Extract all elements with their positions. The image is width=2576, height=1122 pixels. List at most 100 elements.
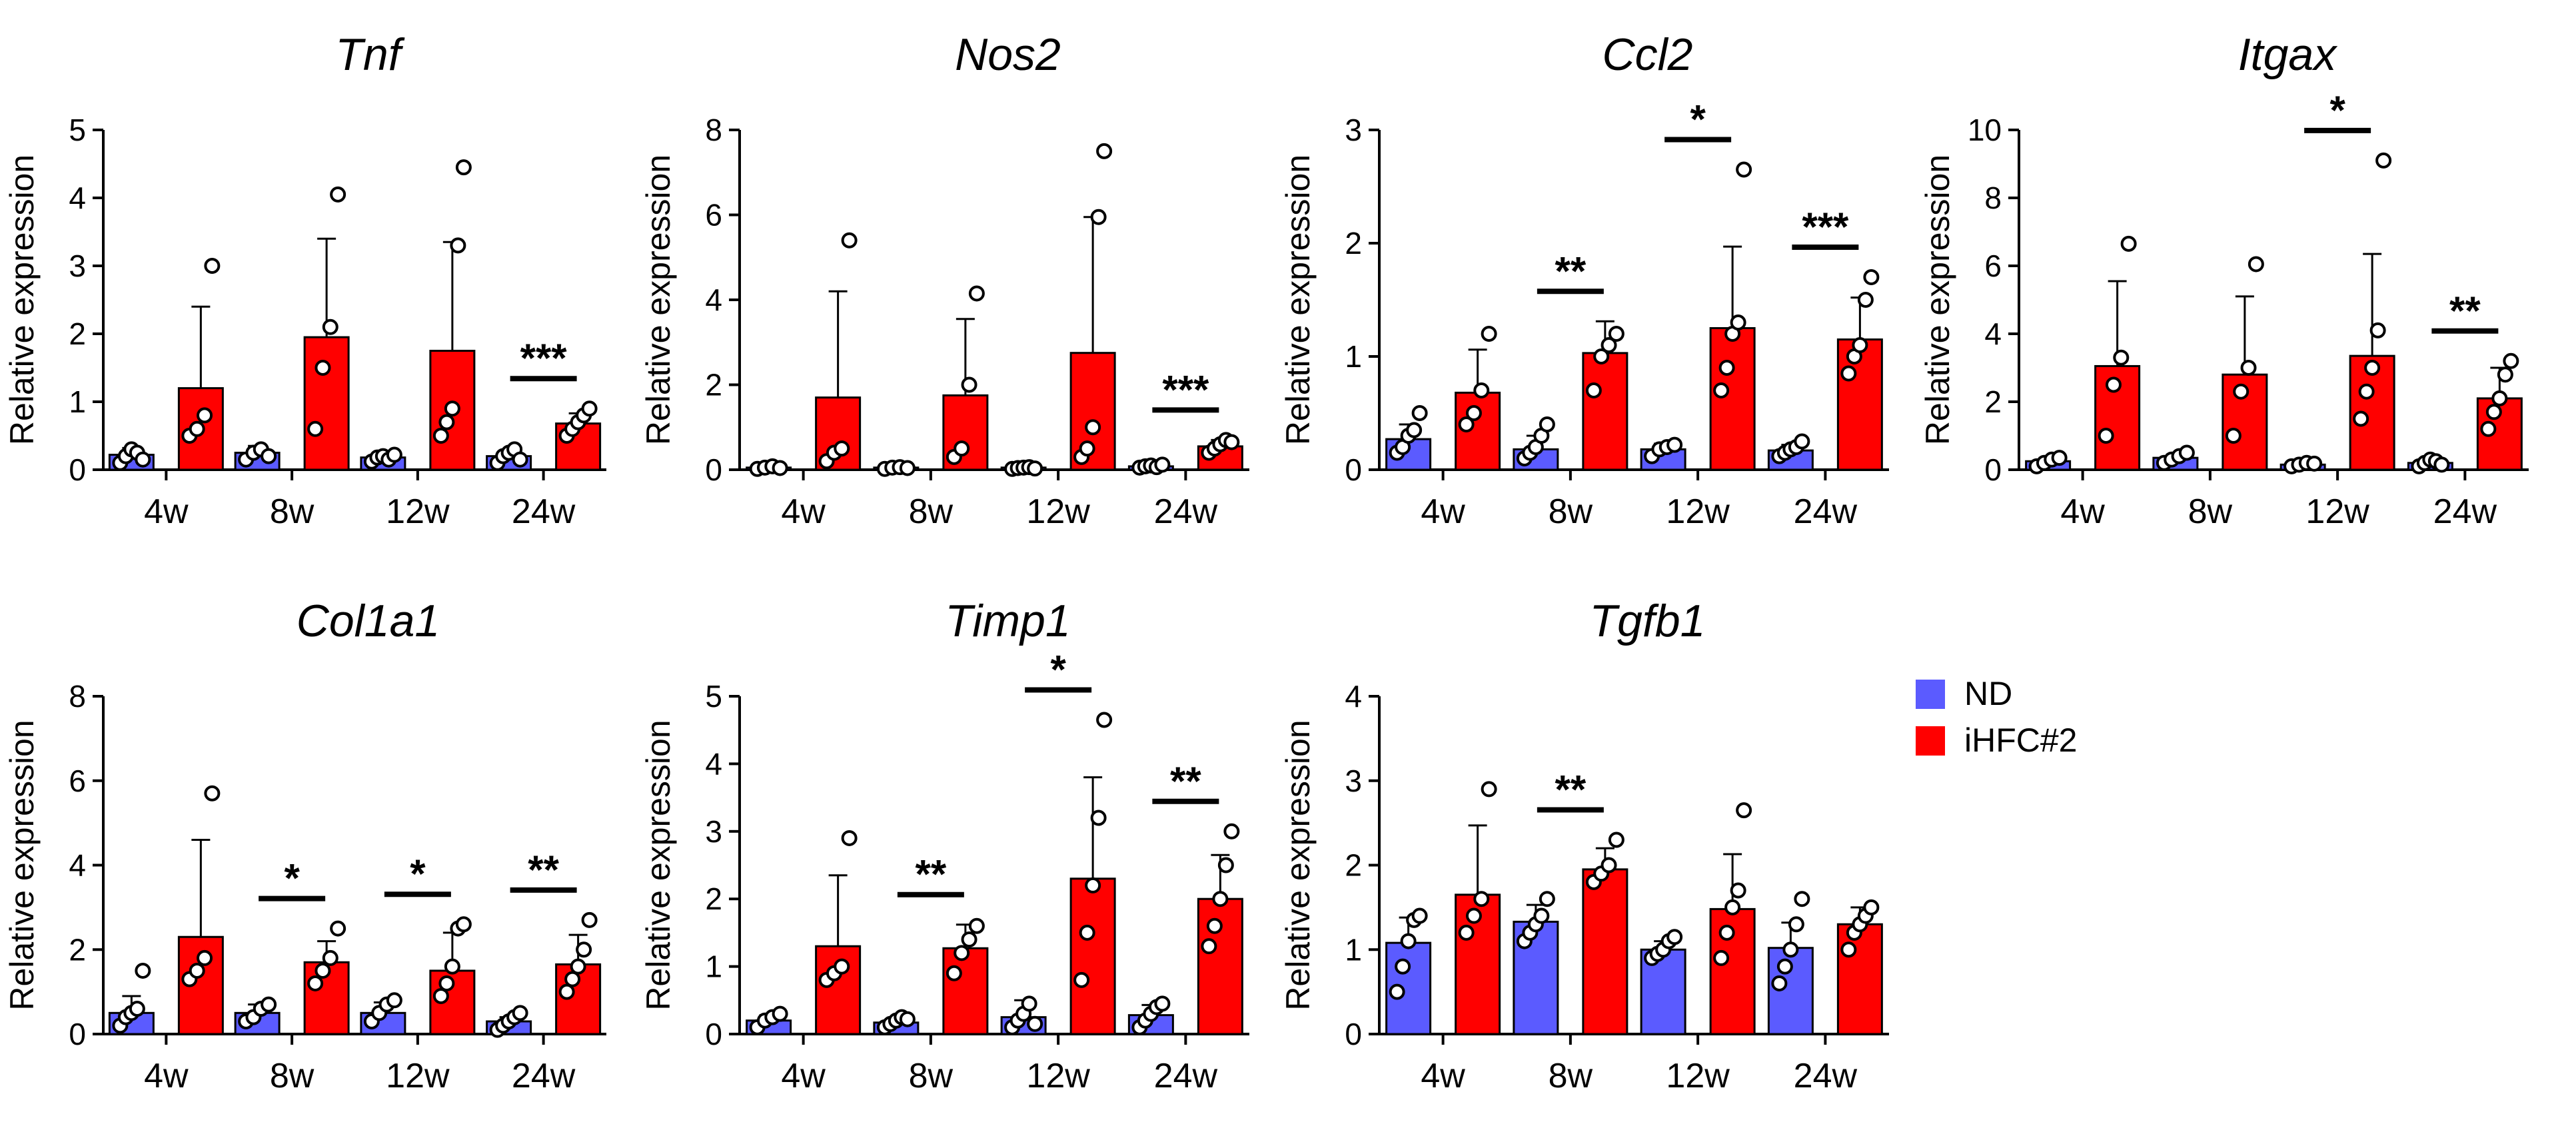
data-point: [1736, 802, 1752, 819]
y-tick-label: 3: [69, 249, 86, 283]
x-tick-label: 8w: [1549, 492, 1593, 531]
data-point: [512, 451, 528, 468]
data-point: [2503, 352, 2519, 369]
legend-label-nd: ND: [1964, 675, 2012, 712]
y-tick-label: 0: [69, 452, 86, 487]
x-tick-label: 4w: [2060, 492, 2105, 531]
data-point: [1585, 382, 1602, 398]
data-point: [834, 440, 850, 457]
data-point: [197, 407, 213, 424]
significance-label: **: [1170, 759, 1201, 804]
y-tick-label: 6: [1984, 249, 2002, 283]
data-point: [1601, 857, 1617, 873]
bar-ihfc2-24w: [1197, 897, 1243, 1035]
data-point: [2113, 349, 2130, 366]
data-point: [1840, 941, 1857, 958]
data-point: [1713, 949, 1730, 966]
data-point: [1608, 832, 1624, 848]
chart-title: Timp1: [945, 596, 1070, 646]
data-point: [1073, 971, 1090, 988]
data-point: [189, 420, 205, 437]
data-point: [1776, 958, 1793, 975]
data-point: [204, 258, 221, 274]
significance-label: **: [528, 847, 559, 892]
y-tick-label: 1: [1345, 339, 1362, 374]
data-point: [261, 996, 277, 1013]
data-point: [455, 159, 472, 176]
data-point: [1223, 823, 1240, 840]
data-point: [1718, 360, 1735, 376]
data-point: [1788, 916, 1804, 933]
data-point: [1085, 877, 1101, 893]
data-point: [1090, 810, 1107, 826]
data-point: [1206, 917, 1223, 934]
data-point: [570, 958, 586, 975]
data-point: [576, 941, 592, 958]
legend-swatch-ihfc2: [1916, 726, 1945, 756]
data-point: [2248, 256, 2264, 273]
data-point: [2364, 360, 2381, 376]
y-tick-label: 5: [69, 113, 86, 147]
data-point: [1079, 924, 1095, 941]
x-tick-label: 24w: [1154, 1057, 1218, 1095]
significance-label: *: [284, 856, 300, 901]
data-point: [1027, 460, 1043, 477]
data-point: [1400, 933, 1417, 949]
data-point: [1724, 899, 1741, 915]
data-point: [1736, 161, 1752, 178]
x-tick-label: 24w: [512, 492, 576, 531]
bar-ihfc2-12w: [1069, 877, 1116, 1035]
y-tick-label: 2: [69, 932, 86, 967]
data-point: [1539, 416, 1555, 432]
data-point: [1857, 292, 1874, 308]
bar-ihfc2-4w: [815, 945, 862, 1035]
data-point: [438, 414, 455, 430]
chart-tgfb1: Tgfb1 Relative expression 0 1 2 3 4 4w 8w 12w 24w *…: [1279, 596, 1889, 1095]
x-tick-label: 4w: [1421, 492, 1465, 531]
y-tick-label: 8: [1984, 181, 2002, 215]
y-tick-label: 0: [705, 452, 722, 487]
data-point: [2358, 383, 2375, 400]
significance-label: **: [916, 852, 947, 897]
y-tick-label: 2: [1345, 848, 1362, 883]
chart-title: Col1a1: [297, 596, 440, 646]
data-point: [432, 987, 449, 1004]
bar-ihfc2-24w: [1836, 923, 1883, 1035]
data-point: [581, 400, 598, 417]
data-point: [386, 446, 402, 463]
data-point: [2480, 420, 2497, 437]
data-point: [2233, 383, 2250, 400]
data-point: [1771, 975, 1788, 991]
data-point: [1840, 365, 1857, 382]
y-tick-label: 0: [1984, 452, 2002, 487]
data-point: [1601, 337, 1617, 353]
data-point: [2491, 390, 2508, 406]
x-tick-label: 12w: [1026, 1057, 1090, 1095]
y-tick-label: 8: [69, 679, 86, 714]
data-point: [1458, 924, 1475, 941]
chart-title: Tgfb1: [1590, 596, 1706, 646]
data-point: [772, 1005, 788, 1022]
x-tick-label: 8w: [270, 1057, 315, 1095]
data-point: [1533, 907, 1550, 924]
significance-label: *: [2329, 88, 2345, 133]
data-point: [2306, 455, 2323, 472]
x-tick-label: 4w: [144, 492, 189, 531]
data-point: [899, 460, 916, 476]
data-point: [2369, 322, 2386, 338]
x-tick-label: 24w: [2433, 492, 2497, 531]
data-point: [432, 428, 449, 444]
data-point: [961, 931, 977, 948]
chart-nos2: Nos2 Relative expression 0 2 4 6 8 4w 8w 12w 24w **…: [640, 29, 1249, 531]
significance-label: *: [410, 851, 426, 896]
data-point: [455, 916, 472, 933]
data-point: [1539, 891, 1555, 907]
x-tick-label: 4w: [781, 492, 826, 531]
data-point: [1730, 882, 1746, 899]
y-axis-label: Relative expression: [1919, 155, 1956, 445]
x-tick-label: 12w: [2305, 492, 2369, 531]
y-tick-label: 2: [705, 881, 722, 916]
data-point: [1863, 899, 1880, 915]
x-tick-label: 8w: [909, 492, 954, 531]
